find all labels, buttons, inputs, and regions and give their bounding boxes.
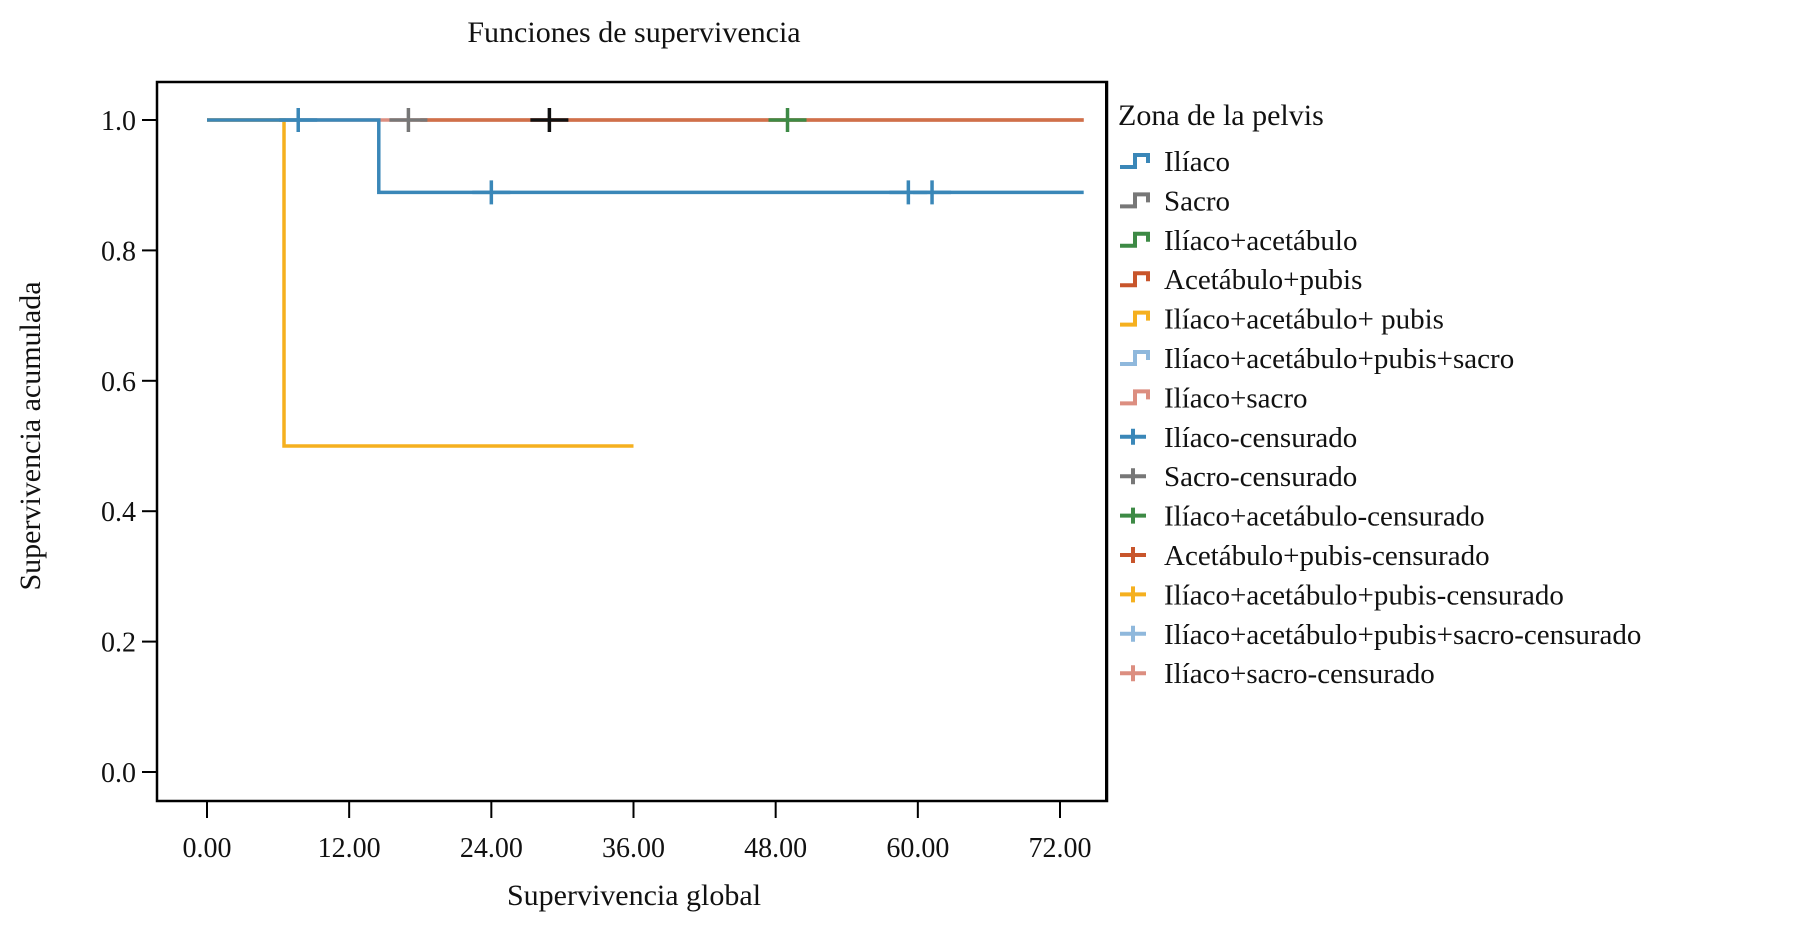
legend-item: Sacro-censurado xyxy=(1120,461,1357,493)
legend-label: Ilíaco+acetábulo xyxy=(1164,225,1357,257)
legend-label: Ilíaco+acetábulo+pubis+sacro xyxy=(1164,343,1514,375)
y-tick-label: 0.6 xyxy=(101,367,136,398)
legend-item: Ilíaco+acetábulo+pubis-censurado xyxy=(1120,579,1564,611)
legend-step-icon xyxy=(1120,231,1150,248)
legend-label: Acetábulo+pubis-censurado xyxy=(1164,540,1490,572)
legend-plus-icon xyxy=(1120,665,1146,682)
censored-mark xyxy=(913,180,952,205)
legend-item: Ilíaco+sacro xyxy=(1120,382,1308,414)
x-tick-label: 24.00 xyxy=(460,833,523,864)
x-tick-label: 48.00 xyxy=(744,833,807,864)
legend-item: Ilíaco+acetábulo xyxy=(1120,225,1357,257)
legend-label: Sacro xyxy=(1164,185,1230,217)
legend-plus-icon xyxy=(1120,547,1146,563)
y-tick-label: 0.4 xyxy=(101,497,136,528)
legend-plus-icon xyxy=(1120,428,1146,445)
legend-label: Ilíaco+sacro xyxy=(1164,382,1308,414)
legend-item: Ilíaco+acetábulo+pubis+sacro-censurado xyxy=(1120,619,1641,651)
legend-item: Ilíaco+sacro-censurado xyxy=(1120,658,1435,690)
legend-plus-icon xyxy=(1120,507,1146,524)
chart-title: Funciones de supervivencia xyxy=(467,16,800,49)
legend-step-icon xyxy=(1120,192,1150,209)
y-tick-label: 0.0 xyxy=(101,758,136,789)
legend-label: Ilíaco+acetábulo+ pubis xyxy=(1164,304,1444,336)
legend-item: Ilíaco+acetábulo+pubis+sacro xyxy=(1120,343,1514,375)
x-tick-label: 0.00 xyxy=(183,833,232,864)
y-tick-label: 1.0 xyxy=(101,106,136,137)
y-axis-label: Supervivencia acumulada xyxy=(14,281,47,590)
legend-label: Ilíaco-censurado xyxy=(1164,422,1357,454)
legend-step-icon xyxy=(1120,389,1150,406)
survival-curve-il-aco-acet-bulo-pubis xyxy=(207,118,634,448)
legend-label: Ilíaco+acetábulo+pubis+sacro-censurado xyxy=(1164,619,1641,651)
legend-title: Zona de la pelvis xyxy=(1118,99,1324,132)
legend-item: Ilíaco+acetábulo+ pubis xyxy=(1120,304,1444,336)
censored-mark xyxy=(389,108,428,132)
x-tick-label: 36.00 xyxy=(602,833,665,864)
x-axis-label: Supervivencia global xyxy=(507,879,761,912)
legend-label: Acetábulo+pubis xyxy=(1164,264,1362,296)
legend-plus-icon xyxy=(1120,625,1146,642)
y-tick-label: 0.8 xyxy=(101,236,136,267)
censored-mark xyxy=(530,108,569,132)
x-tick-label: 72.00 xyxy=(1029,833,1092,864)
legend-step-icon xyxy=(1120,350,1150,366)
legend-step-icon xyxy=(1120,271,1150,288)
legend-label: Ilíaco+acetábulo+pubis-censurado xyxy=(1164,579,1564,611)
plot-frame xyxy=(155,80,1109,803)
y-tick-label: 0.2 xyxy=(101,628,136,659)
legend-plus-icon xyxy=(1120,586,1146,603)
censored-mark xyxy=(768,108,807,132)
legend-item: Ilíaco-censurado xyxy=(1120,422,1357,454)
legend-plus-icon xyxy=(1120,468,1146,485)
legend-item: Acetábulo+pubis xyxy=(1120,264,1362,296)
legend-label: Ilíaco+sacro-censurado xyxy=(1164,658,1435,690)
censored-mark xyxy=(472,180,511,205)
legend-item: Ilíaco+acetábulo-censurado xyxy=(1120,501,1485,533)
legend-step-icon xyxy=(1120,310,1150,327)
x-tick-label: 60.00 xyxy=(886,833,949,864)
legend-label: Ilíaco xyxy=(1164,146,1230,178)
x-tick-label: 12.00 xyxy=(318,833,381,864)
legend-item: Ilíaco xyxy=(1120,146,1230,178)
legend-item: Acetábulo+pubis-censurado xyxy=(1120,540,1490,572)
censored-mark xyxy=(279,108,318,132)
legend-step-icon xyxy=(1120,153,1150,169)
legend-label: Ilíaco+acetábulo-censurado xyxy=(1164,501,1485,533)
legend-label: Sacro-censurado xyxy=(1164,461,1357,493)
survival-curve-il-aco xyxy=(207,118,1084,195)
legend-item: Sacro xyxy=(1120,185,1230,217)
